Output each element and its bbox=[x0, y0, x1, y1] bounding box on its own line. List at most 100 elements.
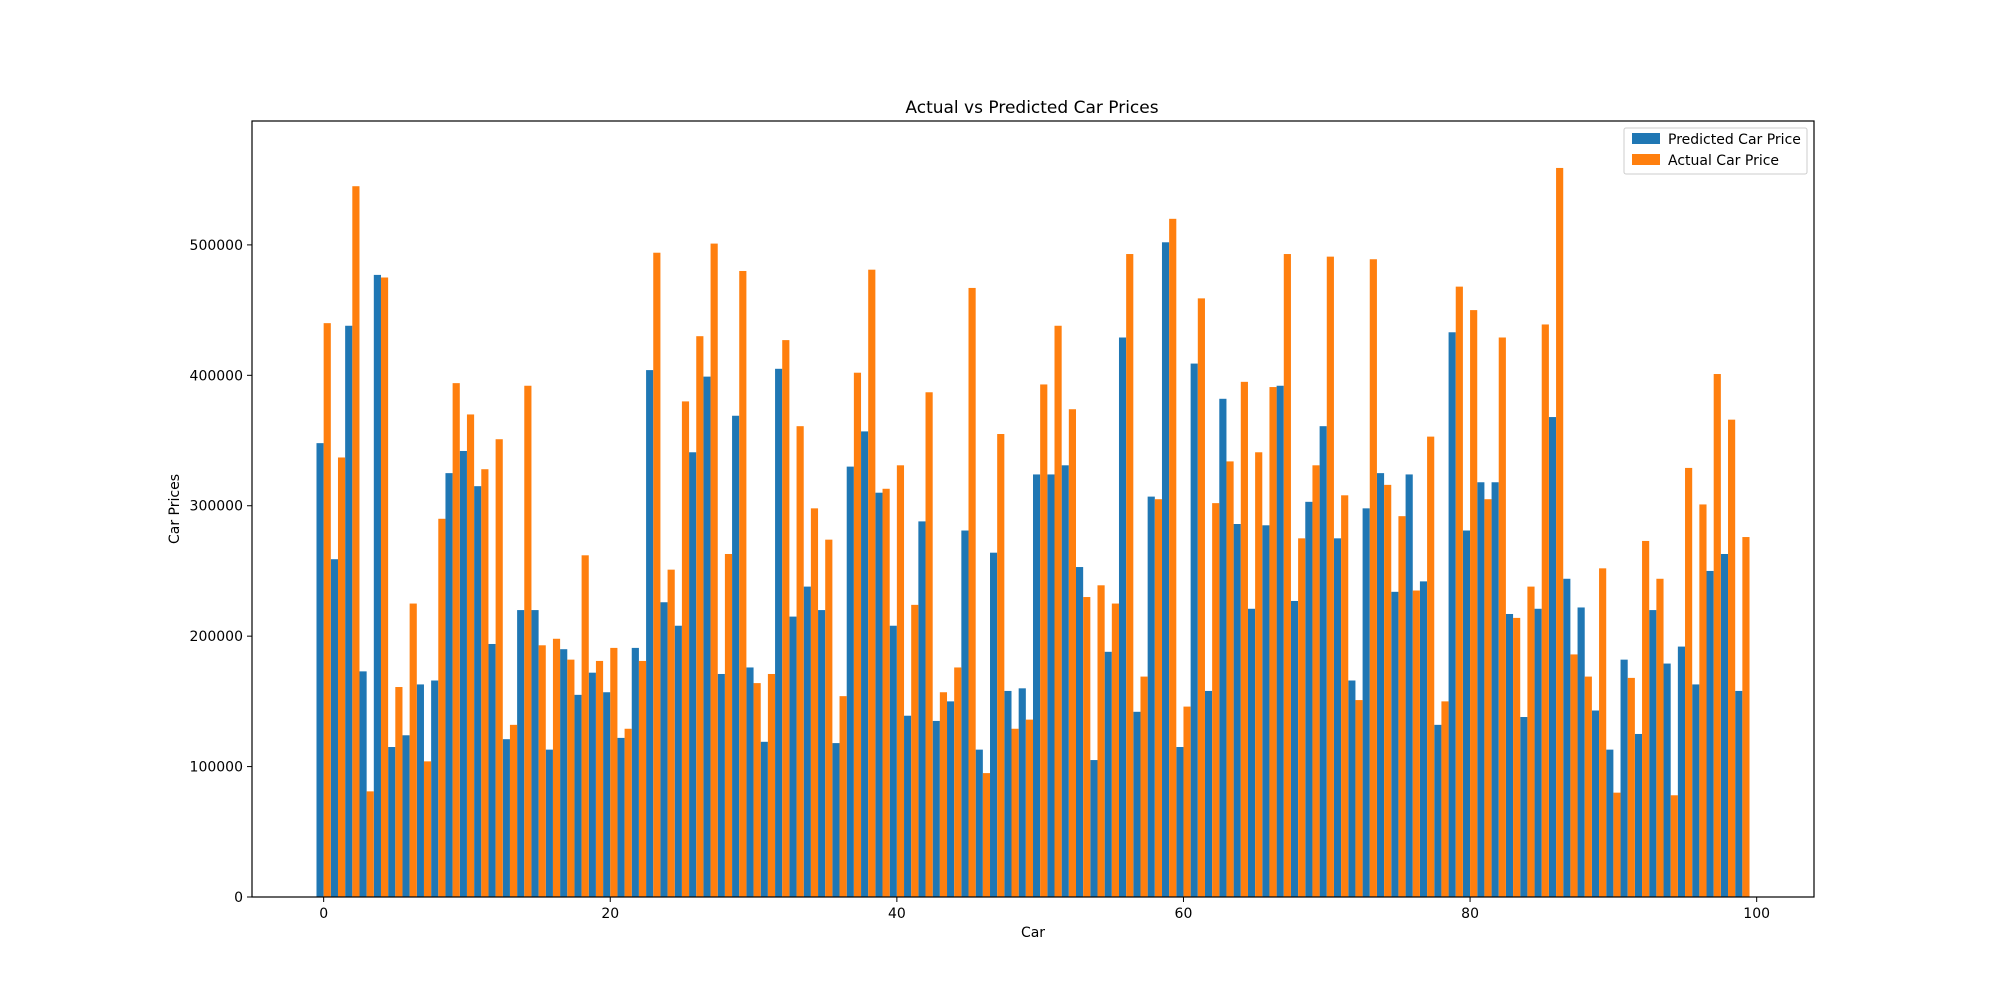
actual-price-bar bbox=[1642, 540, 1650, 897]
predicted-price-bar bbox=[502, 739, 510, 897]
actual-price-bar bbox=[1140, 676, 1148, 897]
predicted-price-bar bbox=[402, 735, 410, 897]
predicted-price-bar bbox=[1176, 747, 1184, 897]
actual-price-bar bbox=[409, 603, 417, 897]
legend: Predicted Car Price Actual Car Price bbox=[1623, 127, 1808, 175]
predicted-price-bar bbox=[1419, 581, 1428, 897]
predicted-price-bar bbox=[1577, 607, 1585, 897]
actual-price-bar bbox=[624, 728, 632, 897]
x-axis: 0 20 40 60 80 100 bbox=[319, 897, 1770, 922]
actual-price-bar bbox=[1498, 337, 1506, 897]
predicted-price-bar bbox=[1534, 608, 1542, 897]
predicted-price-bar bbox=[760, 741, 768, 897]
predicted-price-bar bbox=[846, 466, 854, 897]
predicted-price-bar bbox=[445, 473, 453, 897]
predicted-price-bar bbox=[975, 749, 983, 897]
predicted-price-bar bbox=[1405, 474, 1413, 897]
actual-price-bar bbox=[1025, 719, 1033, 897]
legend-box bbox=[1623, 127, 1808, 175]
actual-price-bar bbox=[954, 667, 962, 897]
actual-price-bar bbox=[1355, 700, 1363, 897]
predicted-price-bar bbox=[1147, 496, 1155, 897]
predicted-price-bar bbox=[1061, 465, 1069, 897]
predicted-price-bar bbox=[646, 370, 654, 898]
actual-price-bar bbox=[1441, 701, 1449, 897]
predicted-price-bar bbox=[1276, 385, 1284, 897]
predicted-price-bar bbox=[803, 586, 811, 897]
actual-price-bar bbox=[395, 687, 403, 897]
actual-price-bar bbox=[1599, 568, 1607, 897]
predicted-price-bar bbox=[660, 602, 668, 897]
predicted-price-bar bbox=[775, 368, 783, 897]
actual-price-bar bbox=[1341, 495, 1349, 897]
predicted-price-bar bbox=[345, 325, 353, 897]
actual-price-bar bbox=[710, 243, 718, 898]
actual-price-bar bbox=[1111, 603, 1119, 897]
predicted-price-bar bbox=[631, 647, 639, 897]
actual-price-bar bbox=[1197, 298, 1205, 897]
actual-price-bar bbox=[452, 383, 460, 897]
actual-price-bar bbox=[466, 414, 475, 897]
actual-price-bar bbox=[1427, 436, 1435, 897]
actual-price-bar bbox=[1527, 586, 1535, 897]
actual-price-bar bbox=[724, 553, 733, 897]
x-tick-label: 100 bbox=[1743, 906, 1770, 922]
predicted-price-bar bbox=[1606, 749, 1614, 897]
predicted-price-bar bbox=[1348, 680, 1356, 897]
predicted-price-bar bbox=[1333, 538, 1342, 897]
actual-price-bar bbox=[1183, 706, 1191, 897]
predicted-price-bar bbox=[1219, 398, 1227, 897]
actual-price-bar bbox=[423, 761, 432, 897]
y-tick-label: 200000 bbox=[190, 629, 243, 645]
y-tick-label: 100000 bbox=[190, 760, 243, 776]
actual-price-bar bbox=[1326, 256, 1334, 897]
predicted-price-bar bbox=[1247, 608, 1256, 897]
predicted-price-bar bbox=[1649, 610, 1657, 897]
predicted-price-bar bbox=[674, 625, 682, 897]
actual-price-bar bbox=[1513, 617, 1521, 897]
predicted-price-bar bbox=[1735, 690, 1743, 897]
predicted-price-bar bbox=[1563, 578, 1571, 897]
predicted-price-bar bbox=[1620, 659, 1628, 897]
actual-price-bar bbox=[1169, 218, 1177, 897]
predicted-price-bar bbox=[1190, 363, 1198, 898]
actual-price-bar bbox=[380, 277, 389, 897]
actual-price-bar bbox=[1054, 325, 1062, 897]
predicted-price-bar bbox=[1118, 337, 1127, 897]
actual-price-bar bbox=[1040, 384, 1048, 897]
actual-price-bar bbox=[997, 434, 1005, 897]
predicted-price-bar bbox=[1706, 570, 1714, 897]
predicted-price-bar bbox=[588, 672, 596, 897]
actual-price-bar bbox=[1011, 728, 1019, 897]
actual-price-bar bbox=[796, 426, 804, 897]
chart-title: Actual vs Predicted Car Prices bbox=[905, 98, 1158, 118]
predicted-price-bar bbox=[861, 431, 869, 897]
predicted-price-bar bbox=[474, 486, 482, 897]
predicted-price-bar bbox=[1677, 646, 1686, 897]
predicted-price-bar bbox=[1634, 733, 1643, 897]
actual-price-bar bbox=[667, 569, 675, 897]
predicted-price-bar bbox=[459, 450, 467, 897]
actual-price-bar bbox=[1255, 452, 1263, 897]
predicted-price-bar bbox=[1305, 501, 1313, 897]
y-axis-label: Car Prices bbox=[167, 474, 183, 544]
predicted-price-bar bbox=[531, 610, 539, 897]
actual-price-bar bbox=[1083, 597, 1091, 897]
actual-price-bar bbox=[681, 401, 690, 897]
predicted-price-bar bbox=[574, 694, 582, 897]
x-tick-label: 80 bbox=[1461, 906, 1479, 922]
plot-frame bbox=[251, 120, 1815, 898]
legend-swatch-predicted bbox=[1632, 133, 1660, 144]
predicted-price-bar bbox=[1391, 591, 1399, 897]
predicted-price-bar bbox=[818, 610, 826, 897]
predicted-price-bar bbox=[918, 521, 926, 897]
actual-price-bar bbox=[839, 696, 847, 897]
actual-price-bar bbox=[968, 287, 976, 897]
actual-price-bar bbox=[1384, 484, 1392, 897]
actual-price-bar bbox=[911, 604, 919, 897]
predicted-price-bar bbox=[990, 552, 998, 897]
legend-label-predicted: Predicted Car Price bbox=[1668, 132, 1801, 148]
predicted-price-bar bbox=[416, 684, 424, 897]
predicted-price-bar bbox=[932, 720, 940, 897]
actual-price-bar bbox=[1742, 537, 1750, 897]
